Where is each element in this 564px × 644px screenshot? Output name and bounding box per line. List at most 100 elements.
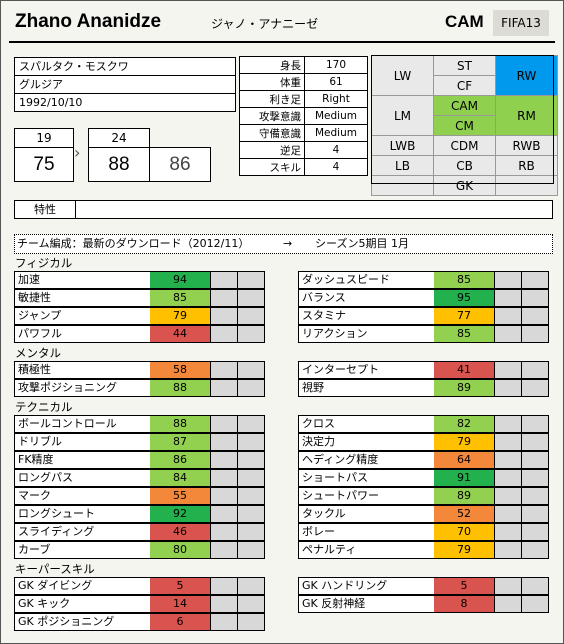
position-cell-empty <box>495 175 558 196</box>
attribute-value: Right <box>304 90 368 108</box>
attributes-table: 身長 170 体重 61 利き足 Right 攻撃意識 Medium 守備意識 Medium 逆足 4… <box>239 56 368 176</box>
stat-value: 84 <box>150 469 211 487</box>
stat-extra-cell <box>495 577 522 595</box>
stat-extra-cell <box>522 415 549 433</box>
stat-extra-cell <box>211 289 238 307</box>
game-version-badge: FIFA13 <box>493 10 549 36</box>
stat-extra-cell <box>211 307 238 325</box>
stat-extra-cell <box>238 415 265 433</box>
stat-extra-cell <box>522 577 549 595</box>
position-cell-gk: GK <box>433 175 496 196</box>
stat-extra-cell <box>522 379 549 397</box>
stat-extra-cell <box>522 451 549 469</box>
player-info-box: スパルタク・モスクワ グルジア 1992/10/10 <box>14 57 236 112</box>
section-physical: フィジカル <box>15 256 73 270</box>
stat-extra-cell <box>211 451 238 469</box>
stat-extra-cell <box>522 523 549 541</box>
stat-extra-cell <box>495 379 522 397</box>
peak-rating-box: 24 88 <box>88 128 150 182</box>
stat-name: クロス <box>298 415 436 433</box>
attribute-row: 体重 61 <box>239 73 368 91</box>
position-cell-cam: CAM <box>433 95 496 116</box>
stat-name: カーブ <box>14 541 152 559</box>
stat-value: 85 <box>150 289 211 307</box>
stat-extra-cell <box>211 577 238 595</box>
stat-extra-cell <box>238 523 265 541</box>
position-cell-rw: RW <box>495 55 558 96</box>
position-grid: LW ST RW CF LM CAM RM CM LWB CDM RWB LB CB RB GK <box>371 55 558 196</box>
stat-extra-cell <box>211 469 238 487</box>
attribute-row: 攻撃意識 Medium <box>239 107 368 125</box>
stat-extra-cell <box>238 541 265 559</box>
attribute-row: 守備意識 Medium <box>239 124 368 142</box>
download-text: チーム編成：最新のダウンロード（2012/11） <box>17 237 250 250</box>
stat-extra-cell <box>238 433 265 451</box>
growth-arrow: › <box>74 143 81 162</box>
position-cell-rwb: RWB <box>495 135 558 156</box>
stat-name: シュートパワー <box>298 487 436 505</box>
position-cell-lb: LB <box>371 155 434 176</box>
section-mental: メンタル <box>15 346 61 360</box>
stat-value: 52 <box>434 505 495 523</box>
stat-name: ペナルティ <box>298 541 436 559</box>
position-cell-cf: CF <box>433 75 496 96</box>
stat-name: GK ダイビング <box>14 577 152 595</box>
potential-box: 86 <box>149 147 211 182</box>
position-cell-lm: LM <box>371 95 434 136</box>
attribute-key: 身長 <box>239 56 305 74</box>
position-cell-cb: CB <box>433 155 496 176</box>
attribute-key: 守備意識 <box>239 124 305 142</box>
stat-value: 77 <box>434 307 495 325</box>
stat-name: スタミナ <box>298 307 436 325</box>
attribute-value: 4 <box>304 158 368 176</box>
player-name: Zhano Ananidze <box>15 11 162 32</box>
stat-extra-cell <box>211 379 238 397</box>
stat-name: 加速 <box>14 271 152 289</box>
stat-value: 86 <box>150 451 211 469</box>
stat-name: スライディング <box>14 523 152 541</box>
stat-value: 64 <box>434 451 495 469</box>
stat-extra-cell <box>495 415 522 433</box>
position-row: CM <box>372 115 558 136</box>
stat-value: 46 <box>150 523 211 541</box>
stat-name: GK ハンドリング <box>298 577 436 595</box>
position-row: CF <box>372 75 558 96</box>
stat-value: 85 <box>434 325 495 343</box>
stat-value: 14 <box>150 595 211 613</box>
attribute-value: 61 <box>304 73 368 91</box>
stat-value: 79 <box>150 307 211 325</box>
attribute-key: 体重 <box>239 73 305 91</box>
stat-name: 視野 <box>298 379 436 397</box>
stat-value: 5 <box>150 577 211 595</box>
stat-extra-cell <box>238 469 265 487</box>
position-row: GK <box>371 175 558 196</box>
stat-extra-cell <box>211 541 238 559</box>
stat-extra-cell <box>211 325 238 343</box>
stat-extra-cell <box>495 289 522 307</box>
stat-name: ロングパス <box>14 469 152 487</box>
position-row: LWB CDM RWB <box>371 135 558 156</box>
stat-extra-cell <box>495 325 522 343</box>
position-cell-empty <box>371 175 434 196</box>
stat-extra-cell <box>522 541 549 559</box>
peak-age: 24 <box>89 129 149 148</box>
stat-extra-cell <box>495 505 522 523</box>
header-divider <box>9 41 555 43</box>
stat-extra-cell <box>238 505 265 523</box>
stat-extra-cell <box>238 289 265 307</box>
stat-extra-cell <box>495 541 522 559</box>
stat-value: 5 <box>434 577 495 595</box>
stat-name: ショートパス <box>298 469 436 487</box>
position-cell-st: ST <box>433 55 496 76</box>
stat-extra-cell <box>522 271 549 289</box>
stat-extra-cell <box>238 361 265 379</box>
stat-extra-cell <box>238 307 265 325</box>
stat-value: 82 <box>434 415 495 433</box>
stat-extra-cell <box>522 487 549 505</box>
nationality: グルジア <box>15 76 235 94</box>
stat-extra-cell <box>211 415 238 433</box>
stat-extra-cell <box>495 433 522 451</box>
stat-name: ジャンプ <box>14 307 152 325</box>
download-arrow: → <box>283 237 293 250</box>
stat-extra-cell <box>495 595 522 613</box>
